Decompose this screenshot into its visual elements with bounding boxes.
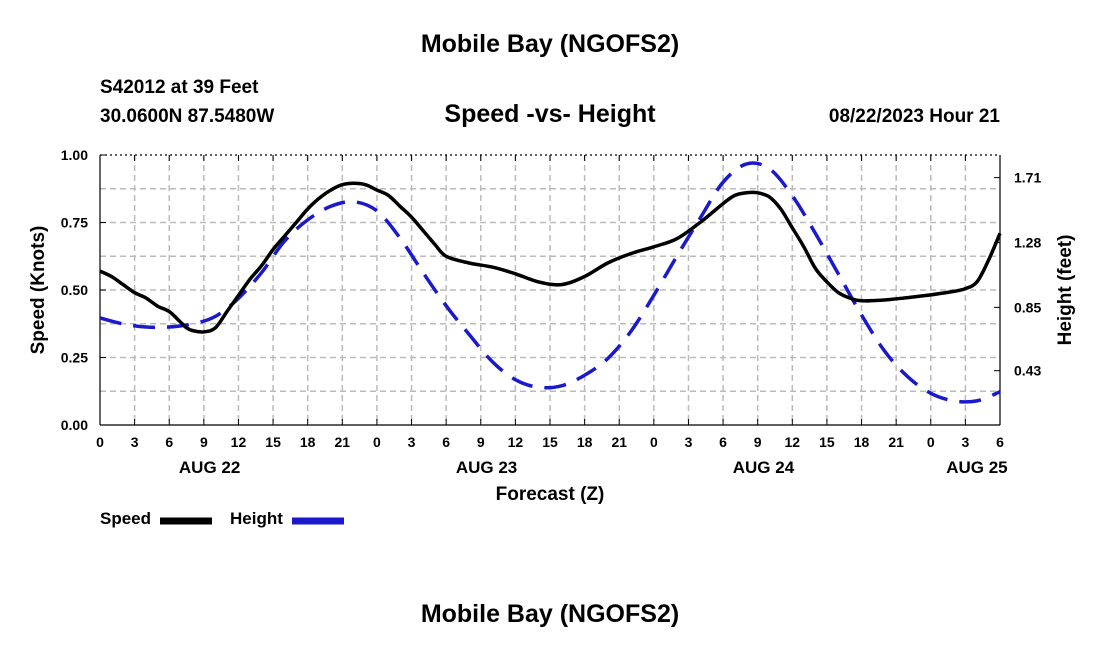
y-tick-label: 0.25 (61, 350, 88, 366)
y-tick-label: 1.00 (61, 147, 88, 163)
coordinates-label: 30.0600N 87.5480W (100, 106, 275, 127)
y-tick-label: 0.75 (61, 215, 88, 231)
y2-tick-label: 0.43 (1014, 363, 1041, 379)
x-tick-label: 12 (785, 434, 801, 450)
x-tick-label: 12 (508, 434, 524, 450)
x-tick-label: 3 (961, 434, 969, 450)
x-tick-label: 15 (265, 434, 281, 450)
date-label: AUG 22 (179, 458, 240, 477)
x-tick-label: 9 (754, 434, 762, 450)
date-label: AUG 24 (733, 458, 795, 477)
x-tick-label: 15 (542, 434, 558, 450)
x-tick-label: 9 (477, 434, 485, 450)
chart-title: Mobile Bay (NGOFS2) (420, 30, 680, 58)
date-label: AUG 23 (456, 458, 517, 477)
x-tick-label: 9 (200, 434, 208, 450)
x-tick-label: 15 (819, 434, 835, 450)
x-tick-label: 3 (408, 434, 416, 450)
speed-series-line (99, 181, 1002, 334)
x-tick-label: 18 (854, 434, 870, 450)
y-tick-label: 0.50 (61, 282, 88, 298)
date-label: AUG 25 (946, 458, 1007, 477)
x-tick-label: 6 (719, 434, 727, 450)
x-tick-label: 3 (685, 434, 693, 450)
station-label: S42012 at 39 Feet (100, 77, 259, 98)
y-axis-title: Speed (Knots) (28, 226, 49, 355)
tick-labels: 0 3 6 9 12 15 18 21 0 3 6 9 12 15 18 21 0 3 6 9 12 15 18 21 0 3 6 0… (61, 147, 1042, 477)
x-tick-label: 21 (335, 434, 351, 450)
x-tick-label: 18 (300, 434, 316, 450)
x-tick-label: 3 (131, 434, 139, 450)
y2-tick-label: 1.28 (1014, 234, 1041, 250)
x-tick-label: 6 (442, 434, 450, 450)
x-tick-label: 21 (611, 434, 627, 450)
x-tick-label: 0 (650, 434, 658, 450)
y2-tick-label: 1.71 (1014, 170, 1041, 186)
y2-axis-title: Height (feet) (1055, 235, 1076, 346)
x-tick-label: 18 (577, 434, 593, 450)
x-tick-label: 0 (927, 434, 935, 450)
height-series-line (99, 161, 1001, 404)
x-axis-title: Forecast (Z) (496, 484, 605, 505)
legend-speed-label: Speed (100, 509, 152, 528)
x-tick-label: 0 (96, 434, 104, 450)
x-tick-label: 6 (165, 434, 173, 450)
x-tick-label: 6 (996, 434, 1004, 450)
series-group (99, 161, 1002, 404)
legend-height-label: Height (230, 509, 283, 528)
chart-subtitle: Speed -vs- Height (444, 100, 656, 128)
grid (100, 155, 1000, 425)
footer-title: Mobile Bay (NGOFS2) (420, 600, 680, 628)
y2-tick-label: 0.85 (1014, 299, 1041, 315)
x-tick-label: 21 (888, 434, 904, 450)
forecast-datetime: 08/22/2023 Hour 21 (828, 106, 1000, 127)
axes (99, 154, 1001, 426)
x-tick-label: 12 (231, 434, 247, 450)
x-tick-label: 0 (373, 434, 381, 450)
y-tick-label: 0.00 (61, 417, 88, 433)
